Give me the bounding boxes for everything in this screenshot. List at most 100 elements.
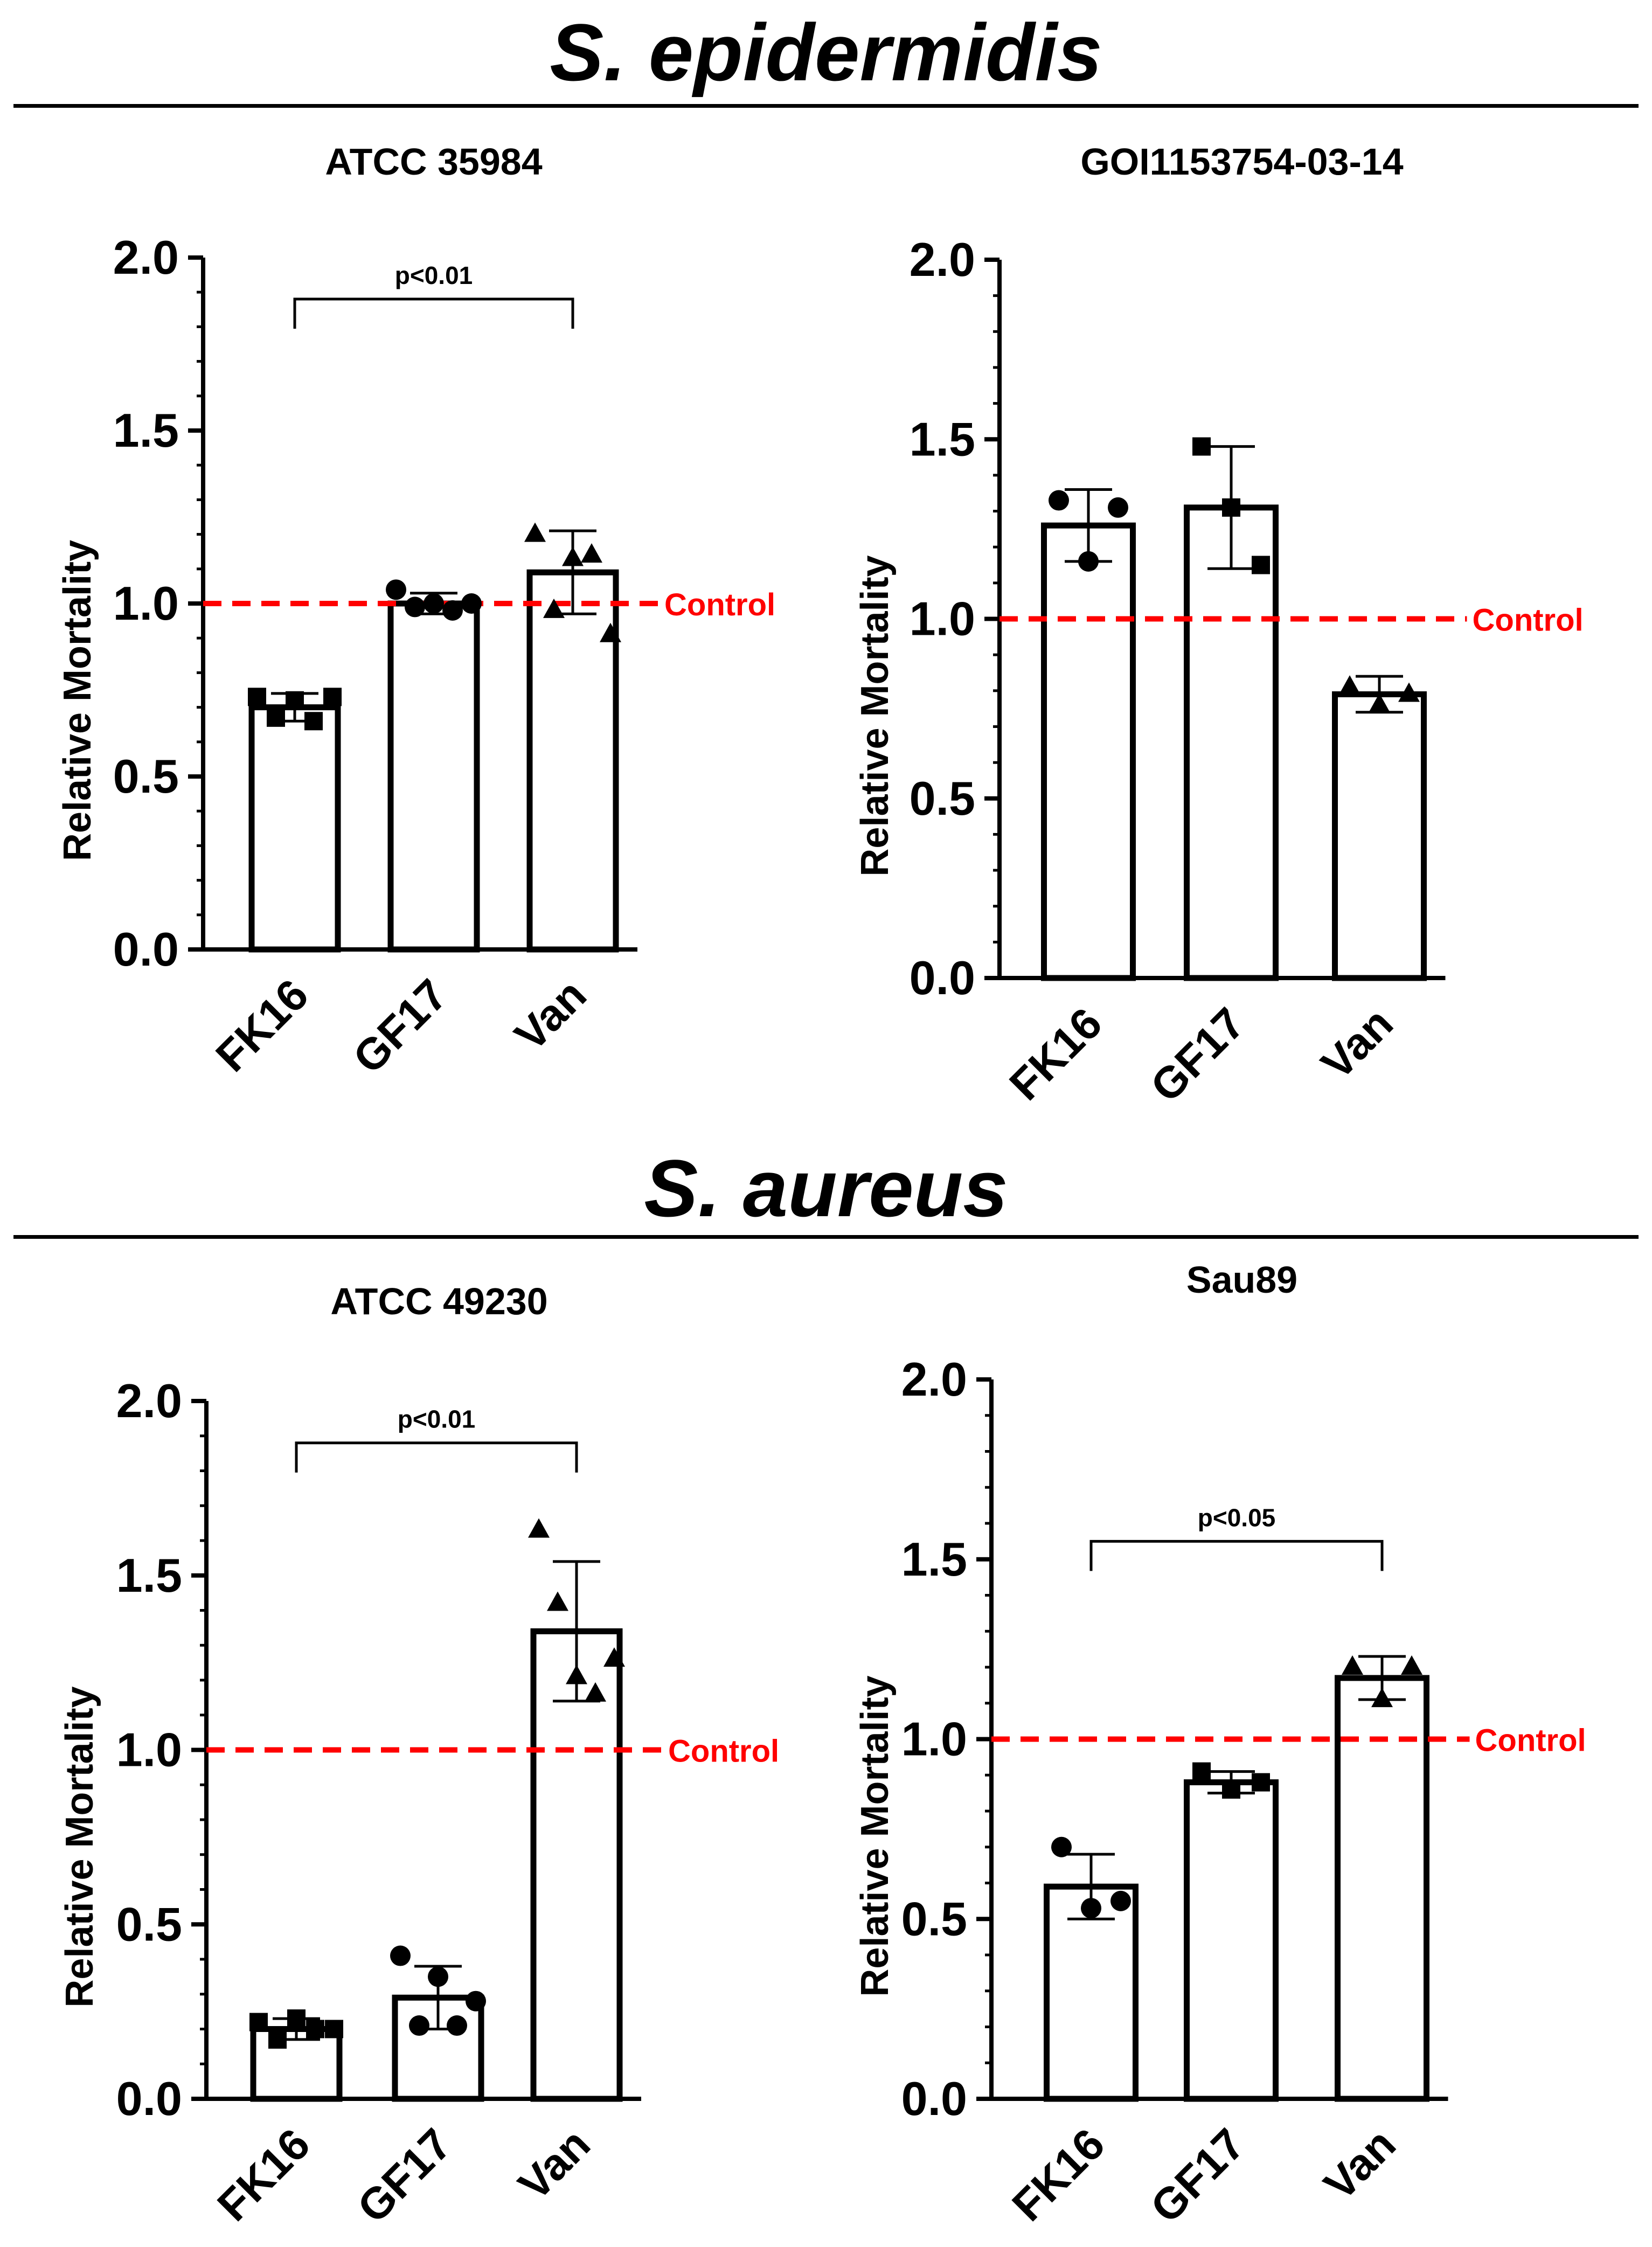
y-tick-label: 2.0	[113, 231, 179, 284]
control-label: Control	[668, 1734, 779, 1769]
y-tick-label: 1.5	[910, 412, 975, 466]
data-point	[1049, 490, 1069, 511]
data-point	[442, 600, 463, 621]
data-point	[424, 593, 444, 614]
y-axis-label: Relative Mortality	[853, 555, 897, 876]
data-point	[1398, 682, 1420, 702]
data-point	[603, 1647, 625, 1667]
significance-bracket	[295, 1441, 578, 1473]
x-tick-label: FK16	[1003, 2119, 1114, 2230]
y-tick-label: 0.0	[910, 951, 975, 1004]
section-title-epidermidis: S. epidermidis	[550, 7, 1102, 98]
data-point	[306, 2020, 324, 2038]
bar-gf17	[1184, 1779, 1279, 2102]
y-tick-label: 2.0	[901, 1353, 967, 1406]
bar-fk16	[248, 704, 341, 953]
data-point	[428, 1966, 448, 1987]
data-point	[1081, 1898, 1101, 1919]
section-title-aureus: S. aureus	[644, 1143, 1008, 1233]
y-tick-label: 2.0	[116, 1374, 182, 1427]
chart-atcc-35984: 0.0 0.5 1.0 1.5 2.0 Relative Mortality Control…	[56, 231, 775, 1083]
data-point	[386, 579, 406, 600]
chart-atcc-49230: 0.0 0.5 1.0 1.5 2.0 Relative Mortality Control…	[58, 1374, 779, 2232]
y-tick-label: 0.5	[901, 1892, 967, 1945]
x-tick-label: GF17	[1141, 2119, 1254, 2232]
y-tick-label: 0.0	[113, 923, 179, 976]
data-point	[267, 708, 285, 727]
y-tick-label: 1.0	[113, 577, 179, 630]
bar-fk16	[1041, 522, 1136, 981]
y-tick-label: 0.5	[910, 772, 975, 825]
panel-title: Sau89	[1186, 1259, 1298, 1301]
y-axis-label: Relative Mortality	[58, 1686, 101, 2007]
data-point	[547, 1591, 568, 1611]
y-tick-label: 1.0	[116, 1723, 182, 1777]
y-tick-label: 0.0	[116, 2072, 182, 2125]
significance-bracket	[1089, 1539, 1384, 1571]
data-point	[566, 1665, 587, 1684]
data-point	[581, 543, 602, 563]
y-tick-label: 1.0	[910, 592, 975, 646]
data-point	[1222, 498, 1240, 517]
bar-gf17	[387, 600, 480, 953]
y-tick-label: 1.5	[116, 1549, 182, 1602]
data-point	[248, 688, 266, 706]
data-point	[1192, 1762, 1211, 1781]
data-point	[466, 1991, 486, 2012]
data-point	[1401, 1655, 1422, 1675]
bar-gf17	[1184, 504, 1279, 981]
control-label: Control	[664, 587, 775, 622]
y-axis-label: Relative Mortality	[853, 1675, 897, 1996]
data-point	[286, 691, 304, 710]
y-tick-label: 0.0	[901, 2072, 967, 2125]
data-point	[390, 1945, 411, 1966]
data-point	[461, 593, 482, 614]
x-tick-label: Van	[1315, 2119, 1405, 2209]
y-tick-label: 0.5	[116, 1897, 182, 1951]
data-point	[1252, 1773, 1270, 1792]
significance-label: p<0.01	[398, 1405, 476, 1433]
data-point	[1108, 497, 1128, 518]
data-point	[1369, 693, 1390, 713]
data-point	[562, 546, 584, 566]
data-point	[543, 598, 565, 618]
data-point	[249, 2013, 268, 2031]
data-point	[1078, 551, 1099, 572]
section-divider	[13, 1235, 1639, 1239]
panel-title: ATCC 49230	[330, 1280, 548, 1322]
data-point	[1222, 1780, 1240, 1799]
y-tick-label: 1.5	[901, 1532, 967, 1586]
section-divider	[13, 104, 1639, 108]
data-point	[1192, 437, 1211, 456]
data-point	[323, 688, 342, 706]
control-label: Control	[1475, 1723, 1586, 1758]
data-point	[405, 597, 425, 618]
bar-van	[526, 569, 619, 953]
chart-goi1153754: 0.0 0.5 1.0 1.5 2.0 Relative Mortality Control…	[853, 233, 1584, 1112]
data-point	[1371, 1688, 1393, 1708]
data-point	[1110, 1890, 1131, 1911]
y-tick-label: 1.0	[901, 1712, 967, 1766]
significance-label: p<0.01	[395, 261, 473, 289]
data-point	[1252, 556, 1270, 574]
y-axis-label: Relative Mortality	[56, 540, 99, 861]
data-point	[528, 1518, 550, 1538]
data-point	[287, 2009, 306, 2028]
data-point	[304, 712, 323, 731]
y-tick-label: 0.5	[113, 750, 179, 803]
y-tick-label: 2.0	[910, 233, 975, 286]
data-point	[1339, 675, 1361, 695]
significance-bracket	[293, 297, 574, 329]
data-point	[325, 2020, 343, 2038]
data-point	[585, 1682, 606, 1702]
data-point	[409, 2015, 429, 2036]
data-point	[524, 522, 546, 542]
data-point	[1342, 1655, 1363, 1675]
significance-label: p<0.05	[1198, 1503, 1276, 1531]
data-point	[600, 622, 621, 642]
y-tick-label: 1.5	[113, 404, 179, 457]
panel-title: ATCC 35984	[325, 141, 543, 183]
data-point	[1051, 1836, 1072, 1857]
panel-title: GOI1153754-03-14	[1080, 141, 1404, 183]
